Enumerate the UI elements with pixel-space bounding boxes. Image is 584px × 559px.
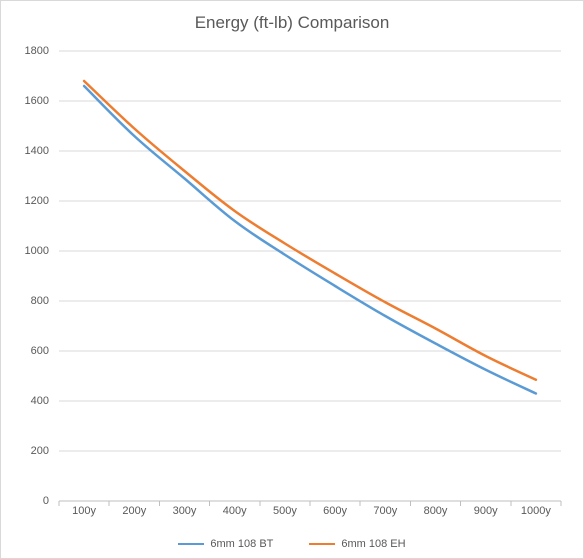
y-tick-label: 0 [1,495,49,507]
legend-label: 6mm 108 BT [210,538,273,550]
x-tick-label: 500y [273,505,297,517]
y-tick-label: 1000 [1,245,49,257]
plot-area [59,51,561,501]
x-tick-label: 300y [173,505,197,517]
y-tick-label: 1600 [1,95,49,107]
legend-swatch [309,543,335,545]
x-tick-label: 200y [122,505,146,517]
x-tick-label: 600y [323,505,347,517]
y-tick-label: 1200 [1,195,49,207]
y-tick-label: 800 [1,295,49,307]
x-tick-label: 800y [424,505,448,517]
legend-label: 6mm 108 EH [341,538,405,550]
y-tick-label: 400 [1,395,49,407]
energy-chart-container: Energy (ft-lb) Comparison 0 200 400 600 800 1… [0,0,584,559]
chart-title: Energy (ft-lb) Comparison [1,13,583,33]
legend: 6mm 108 BT 6mm 108 EH [1,536,583,550]
x-tick-label: 100y [72,505,96,517]
plot-svg [59,51,561,501]
x-tick-label: 700y [373,505,397,517]
legend-swatch [178,543,204,545]
y-tick-label: 200 [1,445,49,457]
y-tick-label: 1800 [1,45,49,57]
legend-item-0: 6mm 108 BT [178,538,273,550]
x-tick-label: 900y [474,505,498,517]
x-tick-label: 1000y [521,505,551,517]
x-tick-label: 400y [223,505,247,517]
y-tick-label: 600 [1,345,49,357]
y-tick-label: 1400 [1,145,49,157]
legend-item-1: 6mm 108 EH [309,538,405,550]
